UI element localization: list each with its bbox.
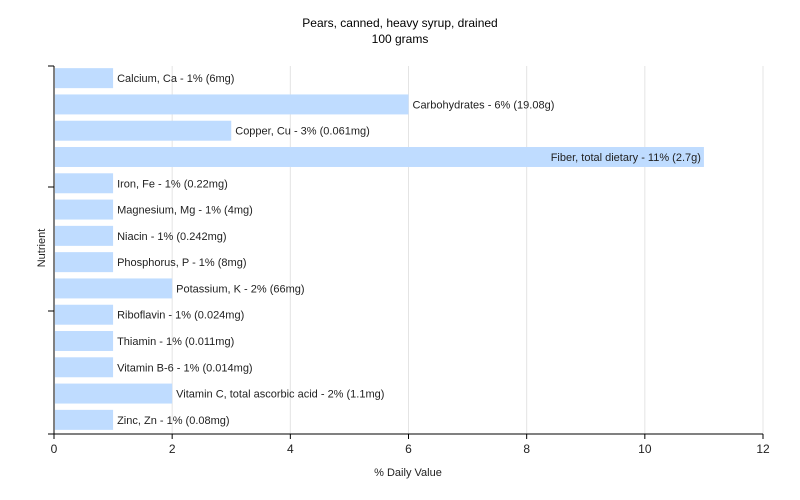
x-tick-label: 4 [287,442,294,456]
bar-data-label: Vitamin B-6 - 1% (0.014mg) [117,362,253,374]
bar-data-label: Iron, Fe - 1% (0.22mg) [117,178,228,190]
bar [55,357,114,378]
bar [55,252,114,273]
bar-data-label: Thiamin - 1% (0.011mg) [117,336,234,348]
bar [55,120,232,141]
bar-data-label: Niacin - 1% (0.242mg) [117,231,226,243]
y-axis-title: Nutrient [36,229,48,268]
x-axis-title: % Daily Value [374,467,442,479]
bar-data-label: Magnesium, Mg - 1% (4mg) [117,205,253,217]
x-tick-label: 6 [405,442,412,456]
bar [55,409,114,430]
bar-data-label: Fiber, total dietary - 11% (2.7g) [551,152,701,164]
x-tick-label: 0 [51,442,58,456]
bar-data-label: Calcium, Ca - 1% (6mg) [117,73,234,85]
bar [55,147,704,167]
bar [55,331,114,351]
bar [55,173,114,194]
bar [55,383,173,404]
bar-data-label: Carbohydrates - 6% (19.08g) [413,99,555,111]
x-tick-label: 8 [523,442,530,456]
bar [55,94,409,115]
bar-data-label: Zinc, Zn - 1% (0.08mg) [117,415,229,427]
bar [55,199,114,220]
bar-data-label: Vitamin C, total ascorbic acid - 2% (1.1… [176,389,384,401]
x-tick-label: 12 [756,442,770,456]
bar-data-label: Copper, Cu - 3% (0.061mg) [235,126,370,138]
bar [55,68,114,89]
bar-data-label: Potassium, K - 2% (66mg) [176,283,304,295]
chart-subtitle: 100 grams [371,32,429,46]
bar [55,278,173,299]
bar-data-label: Phosphorus, P - 1% (8mg) [117,257,246,269]
bar [55,225,114,246]
x-tick-label: 2 [169,442,176,456]
chart-title: Pears, canned, heavy syrup, drained [302,16,498,30]
bar-data-label: Riboflavin - 1% (0.024mg) [117,310,244,322]
x-tick-label: 10 [638,442,652,456]
bar [55,304,114,325]
